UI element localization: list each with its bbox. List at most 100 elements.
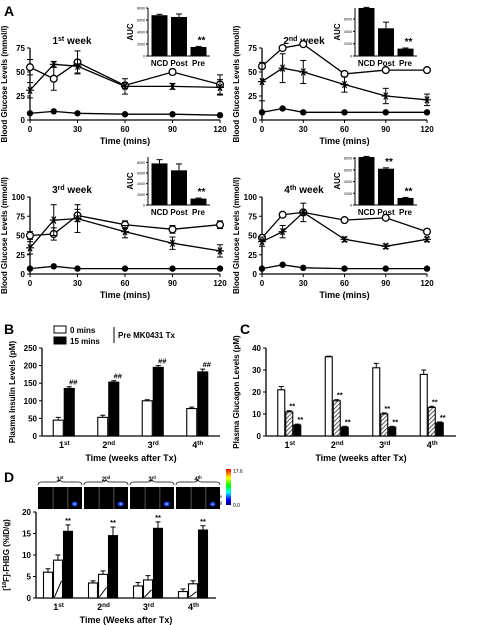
scan-week-label: 4th	[194, 475, 202, 484]
x-tick-label: 30	[73, 279, 82, 288]
y-axis-label: Blood Glucose Levels (mmol/l)	[0, 177, 9, 294]
data-point	[340, 235, 349, 244]
bar	[388, 426, 397, 437]
significance-label: **	[392, 417, 398, 426]
inset-category-label: NCD	[358, 208, 376, 217]
scan-bracket	[37, 478, 83, 486]
y-tick-label: 150	[24, 379, 38, 388]
scan-image	[130, 487, 174, 509]
significance-label: **	[289, 402, 295, 411]
legend-group-label: Pre MK0431 Tx	[118, 331, 175, 340]
bar	[187, 583, 199, 599]
bar	[142, 579, 154, 599]
x-axis-label: Time (Weeks after Tx)	[80, 615, 173, 625]
chart-title: 3rd week	[52, 185, 92, 197]
x-tick-label: 60	[121, 125, 130, 134]
data-point	[422, 227, 432, 236]
category-label: 3rd	[143, 602, 154, 613]
x-tick-label: 0	[28, 279, 33, 288]
x-tick-label: 30	[73, 125, 82, 134]
inset-bar	[358, 157, 375, 205]
y-tick-label: 0	[27, 594, 32, 603]
data-point	[74, 110, 81, 117]
x-tick-label: 30	[299, 125, 308, 134]
bar	[285, 411, 294, 437]
pet-scan-strip: 1st 2nd 3rd 4th 17.6 0.0 Scale% ID/g	[37, 469, 243, 509]
chart-week3: 0 25 50 75 100 0 30 60 90 120 Time (mins) Blood Glu…	[0, 157, 227, 300]
inset-category-label: Pre	[192, 208, 205, 217]
significance-label: **	[432, 397, 438, 406]
data-point	[169, 111, 176, 118]
x-axis-label: Time (mins)	[100, 136, 150, 146]
category-label: 4th	[427, 440, 438, 451]
inset-y-tick-label: 4000	[137, 31, 145, 35]
inset-category-label: Pre	[399, 208, 412, 217]
data-point	[382, 265, 389, 272]
data-point	[423, 109, 431, 116]
data-point	[169, 265, 176, 272]
data-point	[168, 239, 177, 247]
significance-label: **	[155, 513, 161, 522]
legend-swatch	[53, 336, 67, 345]
scan-image	[176, 487, 220, 509]
data-point	[258, 265, 266, 272]
y-tick-label: 20	[252, 388, 261, 397]
significance-label: **	[384, 404, 390, 413]
chart-week4: 0 25 50 75 100 0 30 60 90 120 Time (mins) Blood Glu…	[232, 155, 434, 300]
y-tick-label: 20	[22, 508, 31, 517]
data-point	[381, 66, 390, 75]
data-point	[382, 109, 389, 116]
legend-label: 15 mins	[70, 337, 100, 346]
significance-label: **	[337, 391, 343, 400]
significance-label: **	[345, 417, 351, 426]
inset-significance: **	[385, 157, 393, 168]
legend-label: 0 mins	[70, 326, 96, 335]
bar	[87, 582, 99, 599]
data-point	[381, 213, 390, 222]
panel-label-b: B	[4, 321, 14, 337]
data-point	[26, 110, 34, 117]
data-point	[341, 109, 348, 116]
inset-y-tick-label: 2000	[344, 192, 352, 196]
data-point	[25, 231, 35, 240]
bar-slash	[144, 589, 152, 598]
inset-y-tick-label: 0	[350, 204, 352, 208]
scan-divider	[98, 487, 100, 509]
data-point	[258, 77, 266, 86]
data-point	[73, 62, 82, 71]
category-label: 1st	[53, 602, 65, 613]
significance-label: **	[110, 518, 116, 527]
category-label: 4th	[192, 440, 203, 451]
y-tick-label: 30	[252, 366, 261, 375]
x-tick-label: 120	[420, 125, 434, 134]
data-point	[299, 208, 308, 217]
data-point	[423, 265, 431, 272]
inset-category-label: NCD	[358, 59, 376, 68]
inset-bar	[151, 163, 168, 205]
y-tick-label: 25	[16, 251, 25, 260]
y-tick-label: 25	[16, 92, 25, 101]
x-tick-label: 90	[381, 279, 390, 288]
data-point	[279, 261, 286, 268]
chart-week2: 0 25 50 75 0 30 60 90 120 Time (mins) Blood Glucos…	[232, 6, 434, 146]
x-tick-label: 0	[260, 125, 265, 134]
inset-y-tick-label: 4000	[344, 180, 352, 184]
series-line	[261, 264, 427, 270]
color-scale-unit: % ID/g	[208, 500, 222, 505]
inset-y-axis-label: AUC	[126, 23, 135, 41]
y-tick-label: 100	[244, 193, 258, 202]
scan-divider	[52, 487, 54, 509]
scan-image	[38, 487, 82, 509]
inset-category-label: Post	[170, 208, 188, 217]
scan-hotspot-core	[211, 503, 214, 505]
y-tick-label: 50	[248, 68, 257, 77]
y-tick-label: 0	[253, 270, 258, 279]
inset-bar	[190, 47, 207, 56]
bar	[141, 400, 153, 437]
data-point	[121, 227, 129, 236]
chart-title: 2nd week	[283, 36, 325, 48]
series-line	[261, 107, 427, 113]
inset-bar	[397, 48, 414, 56]
bar	[435, 422, 444, 437]
inset-bar	[190, 198, 207, 205]
